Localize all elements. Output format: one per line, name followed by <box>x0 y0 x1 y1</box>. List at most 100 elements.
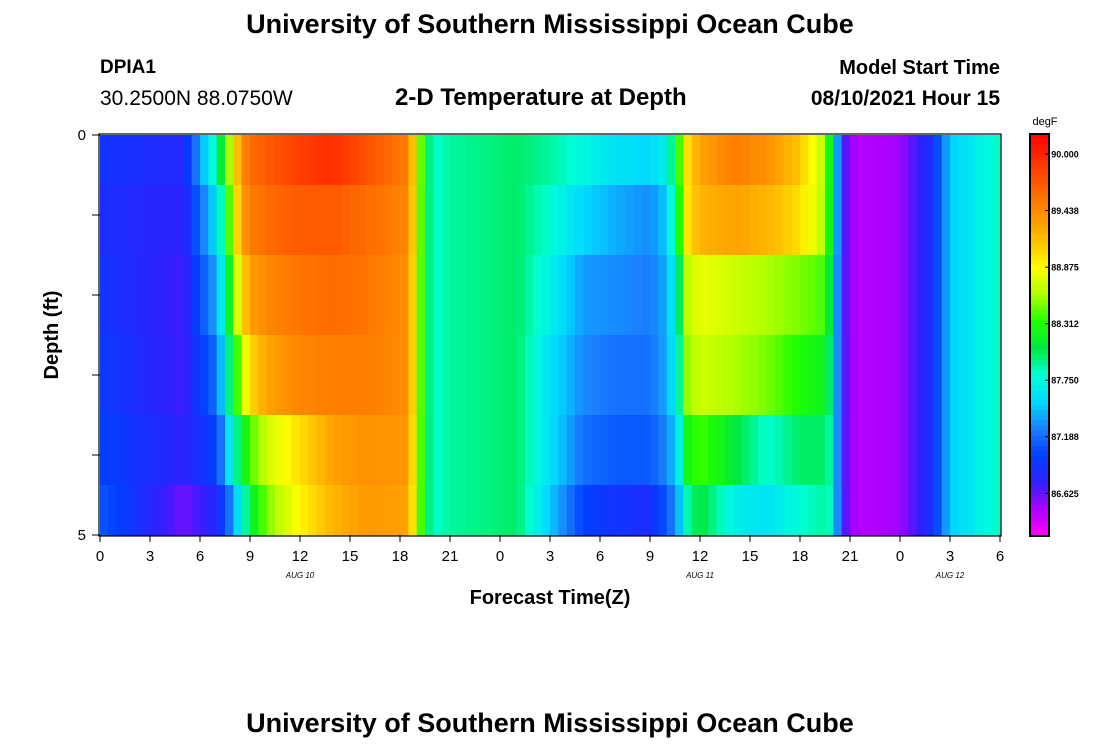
heatmap-cell <box>825 185 834 256</box>
heatmap-cell <box>941 485 951 536</box>
station-id: DPIA1 <box>100 57 156 78</box>
heatmap-cell <box>850 255 859 336</box>
colorbar-segment <box>1030 350 1049 356</box>
heatmap-cell <box>516 485 526 536</box>
heatmap-cell <box>483 335 493 416</box>
x-tick-label: 0 <box>96 548 104 565</box>
heatmap-cell <box>283 415 293 486</box>
heatmap-cell <box>775 335 784 416</box>
heatmap-cell <box>150 415 159 486</box>
x-axis: 0 3 6 9 12 15 18 21 0 3 6 9 12 15 18 21 0 3 6 AUG 10 AUG 11 A… <box>96 535 1004 580</box>
heatmap-cell <box>783 415 793 486</box>
heatmap-cell <box>833 415 843 486</box>
colorbar-segment <box>1030 385 1049 391</box>
heatmap-cell <box>208 255 218 336</box>
colorbar-segment <box>1030 284 1049 291</box>
heatmap-cell <box>400 185 409 256</box>
heatmap-cell <box>166 415 176 486</box>
heatmap-cell <box>700 185 709 256</box>
heatmap-cell <box>758 255 768 336</box>
heatmap-cell <box>758 335 768 416</box>
heatmap-cell <box>458 335 468 416</box>
heatmap-cell <box>466 135 476 186</box>
heatmap-cell <box>175 255 184 336</box>
heatmap-cell <box>583 255 593 336</box>
heatmap-cell <box>500 135 509 186</box>
day-label: AUG 11 <box>685 571 714 580</box>
heatmap-cell <box>141 335 151 416</box>
heatmap-cell <box>541 415 551 486</box>
heatmap-cell <box>675 135 684 186</box>
heatmap-cell <box>350 485 359 536</box>
heatmap-cell <box>491 415 501 486</box>
heatmap-cell <box>916 415 926 486</box>
heatmap-cell <box>533 415 543 486</box>
heatmap-cell <box>750 135 759 186</box>
heatmap-cell <box>308 415 318 486</box>
colorbar-segment <box>1030 485 1049 492</box>
heatmap-cell <box>408 135 418 186</box>
heatmap-cell <box>208 185 218 256</box>
heatmap-cell <box>991 185 1001 256</box>
heatmap-cell <box>583 335 593 416</box>
heatmap-cell <box>100 415 109 486</box>
heatmap-cell <box>941 255 951 336</box>
heatmap-cell <box>566 335 576 416</box>
heatmap-cell <box>500 415 509 486</box>
heatmap-cell <box>141 415 151 486</box>
heatmap-cell <box>358 255 368 336</box>
heatmap-cell <box>633 335 643 416</box>
heatmap-cell <box>858 415 868 486</box>
heatmap-cell <box>891 135 901 186</box>
heatmap-cell <box>225 415 234 486</box>
colorbar-segment <box>1030 510 1049 517</box>
heatmap-cell <box>158 485 168 536</box>
heatmap-cell <box>408 415 418 486</box>
heatmap-cell <box>383 135 393 186</box>
heatmap-cell <box>283 335 293 416</box>
heatmap-cell <box>491 255 501 336</box>
heatmap-cell <box>550 185 559 256</box>
heatmap-cell <box>141 185 151 256</box>
heatmap-cell <box>258 335 268 416</box>
heatmap-cell <box>600 185 609 256</box>
heatmap-cell <box>741 255 751 336</box>
heatmap-cell <box>658 255 668 336</box>
heatmap-cell <box>391 415 401 486</box>
heatmap-cells <box>100 135 1001 536</box>
heatmap-cell <box>458 415 468 486</box>
heatmap-cell <box>250 255 259 336</box>
heatmap-cell <box>241 485 251 536</box>
x-tick-label: 18 <box>392 548 409 565</box>
heatmap-cell <box>575 255 584 336</box>
heatmap-cell <box>750 415 759 486</box>
heatmap-cell <box>900 415 909 486</box>
heatmap-cell <box>183 335 193 416</box>
colorbar-segment <box>1030 134 1049 140</box>
heatmap-cell <box>841 255 851 336</box>
heatmap-cell <box>708 135 718 186</box>
heatmap-cell <box>858 255 868 336</box>
heatmap-cell <box>691 335 701 416</box>
station-coordinates: 30.2500N 88.0750W <box>100 87 293 110</box>
heatmap-cell <box>950 415 959 486</box>
heatmap-cell <box>783 185 793 256</box>
heatmap-cell <box>366 335 376 416</box>
heatmap-cell <box>433 335 443 416</box>
colorbar-frame <box>1029 133 1050 537</box>
heatmap-cell <box>433 415 443 486</box>
heatmap-cell <box>116 415 126 486</box>
heatmap-cell <box>525 415 534 486</box>
heatmap-cell <box>508 255 518 336</box>
heatmap-cell <box>633 185 643 256</box>
colorbar-segment <box>1030 405 1049 411</box>
heatmap-cell <box>833 335 843 416</box>
colorbar-segment <box>1030 139 1049 145</box>
heatmap-cell <box>791 135 801 186</box>
y-tick-label: 0 <box>78 127 86 144</box>
heatmap-cell <box>516 255 526 336</box>
heatmap-cell <box>566 485 576 536</box>
heatmap-cell <box>133 485 143 536</box>
heatmap-cell <box>966 415 976 486</box>
heatmap-cell <box>533 185 543 256</box>
